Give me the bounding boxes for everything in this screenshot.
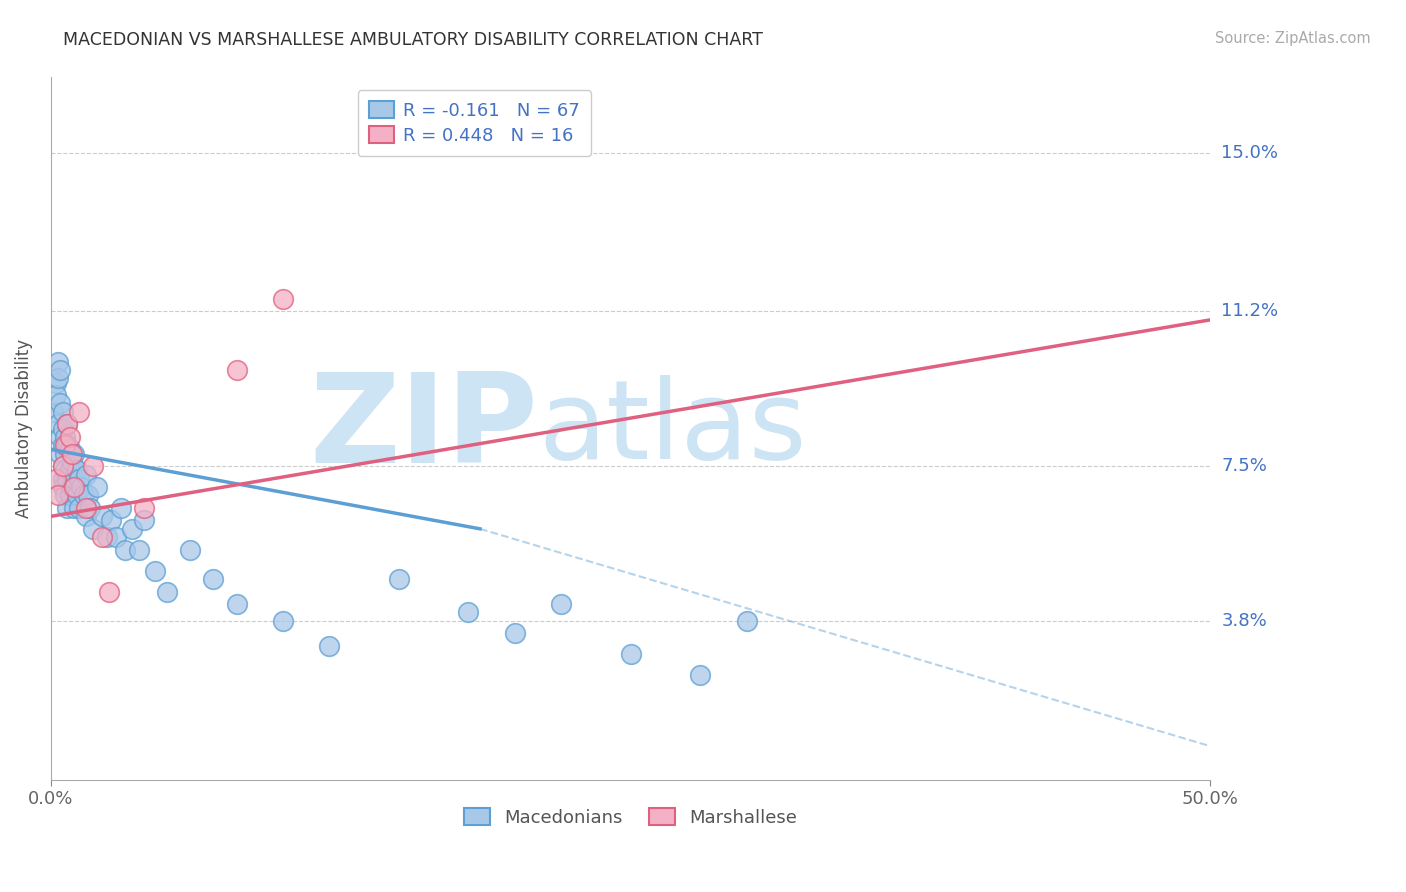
Point: [77, 488, 100, 502]
Point: [56, 417, 79, 432]
Point: [132, 513, 155, 527]
Text: 11.2%: 11.2%: [1222, 302, 1278, 320]
Point: [128, 542, 150, 557]
Point: [52, 405, 75, 419]
Point: [91, 530, 114, 544]
Point: [271, 614, 294, 628]
Point: [59, 442, 82, 457]
Point: [70, 480, 93, 494]
Point: [52, 472, 75, 486]
Point: [56, 500, 79, 515]
Text: MACEDONIAN VS MARSHALLESE AMBULATORY DISABILITY CORRELATION CHART: MACEDONIAN VS MARSHALLESE AMBULATORY DIS…: [63, 31, 763, 49]
Point: [132, 500, 155, 515]
Point: [110, 500, 132, 515]
Point: [46, 417, 69, 432]
Point: [225, 597, 247, 611]
Point: [75, 500, 97, 515]
Legend: Macedonians, Marshallese: Macedonians, Marshallese: [457, 800, 804, 834]
Y-axis label: Ambulatory Disability: Ambulatory Disability: [15, 339, 32, 518]
Point: [271, 292, 294, 306]
Text: ZIP: ZIP: [309, 368, 538, 489]
Point: [46, 354, 69, 368]
Point: [52, 459, 75, 474]
Point: [45, 472, 67, 486]
Point: [53, 488, 76, 502]
Point: [67, 472, 90, 486]
Point: [145, 564, 167, 578]
Point: [52, 438, 75, 452]
Point: [53, 438, 76, 452]
Point: [72, 488, 94, 502]
Point: [42, 405, 65, 419]
Point: [75, 467, 97, 482]
Point: [63, 472, 86, 486]
Text: 7.5%: 7.5%: [1222, 457, 1267, 475]
Point: [550, 597, 572, 611]
Point: [75, 509, 97, 524]
Point: [59, 463, 82, 477]
Point: [65, 488, 87, 502]
Point: [318, 639, 340, 653]
Text: atlas: atlas: [538, 375, 807, 482]
Point: [46, 371, 69, 385]
Point: [53, 447, 76, 461]
Point: [59, 430, 82, 444]
Text: 15.0%: 15.0%: [1222, 144, 1278, 161]
Point: [56, 417, 79, 432]
Point: [49, 447, 72, 461]
Point: [63, 447, 86, 461]
Point: [52, 459, 75, 474]
Text: Source: ZipAtlas.com: Source: ZipAtlas.com: [1215, 31, 1371, 46]
Point: [49, 396, 72, 410]
Point: [52, 421, 75, 435]
Text: 3.8%: 3.8%: [1222, 612, 1267, 630]
Point: [63, 480, 86, 494]
Point: [179, 542, 201, 557]
Point: [52, 480, 75, 494]
Point: [121, 522, 143, 536]
Point: [56, 438, 79, 452]
Point: [45, 388, 67, 402]
Point: [104, 530, 127, 544]
Point: [60, 447, 83, 461]
Point: [60, 455, 83, 469]
Point: [79, 500, 101, 515]
Point: [49, 430, 72, 444]
Point: [225, 363, 247, 377]
Point: [53, 430, 76, 444]
Point: [689, 668, 711, 682]
Point: [114, 542, 136, 557]
Point: [56, 472, 79, 486]
Point: [53, 463, 76, 477]
Point: [59, 488, 82, 502]
Point: [67, 405, 90, 419]
Point: [100, 513, 122, 527]
Point: [63, 500, 86, 515]
Point: [202, 572, 225, 586]
Point: [45, 376, 67, 390]
Point: [82, 522, 104, 536]
Point: [156, 584, 179, 599]
Point: [98, 584, 121, 599]
Point: [91, 509, 114, 524]
Point: [60, 480, 83, 494]
Point: [67, 500, 90, 515]
Point: [46, 488, 69, 502]
Point: [49, 363, 72, 377]
Point: [620, 647, 643, 661]
Point: [735, 614, 758, 628]
Point: [503, 626, 526, 640]
Point: [82, 459, 104, 474]
Point: [65, 463, 87, 477]
Point: [388, 572, 411, 586]
Point: [86, 480, 108, 494]
Point: [96, 530, 118, 544]
Point: [457, 606, 479, 620]
